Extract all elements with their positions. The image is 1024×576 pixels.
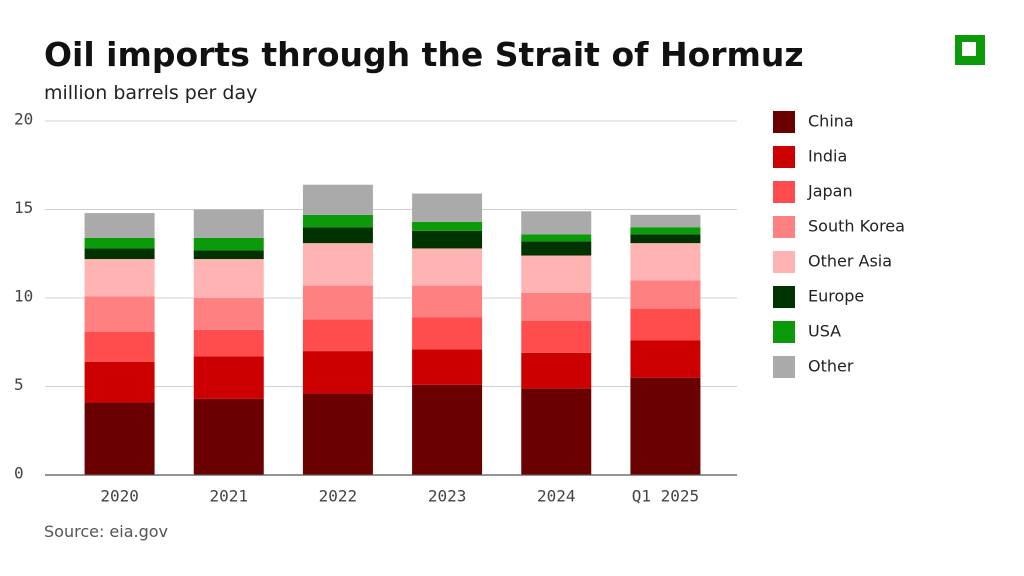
chart-title: Oil imports through the Strait of Hormuz (44, 35, 804, 74)
x-tick-label: 2024 (537, 487, 576, 506)
bar-segment (84, 213, 155, 238)
bar-segment (193, 237, 264, 251)
bar-segment (630, 280, 701, 309)
y-tick-label: 10 (14, 287, 33, 306)
bar-segment (630, 214, 701, 228)
x-tick-label: 2021 (209, 487, 248, 506)
bar-segment (84, 361, 155, 403)
bar-segment (630, 227, 701, 235)
bar-segment (193, 329, 264, 357)
bar-segment (193, 250, 264, 260)
legend-label: USA (808, 322, 841, 341)
chart-subtitle: million barrels per day (44, 82, 257, 104)
bar-segment (521, 321, 592, 353)
bar-segment (630, 243, 701, 281)
bar-segment (521, 241, 592, 256)
bar-segment (412, 248, 483, 286)
legend-label: Other Asia (808, 252, 892, 271)
bar-segment (193, 298, 264, 330)
bar-segment (84, 296, 155, 332)
bar-segment (412, 285, 483, 318)
bar-segment (84, 259, 155, 297)
bar-segment (412, 384, 483, 475)
legend-swatch (773, 321, 795, 343)
bar-segment (302, 285, 373, 320)
logo-inner (962, 42, 976, 56)
bar-segment (521, 388, 592, 475)
bar-segment (302, 243, 373, 286)
legend-swatch (773, 286, 795, 308)
x-tick-label: 2022 (319, 487, 358, 506)
bar-segment (302, 184, 373, 215)
bar-segment (193, 356, 264, 399)
bar-segment (412, 221, 483, 231)
bar-segment (630, 234, 701, 244)
bar-segment (84, 402, 155, 475)
bar-segment (412, 349, 483, 385)
bar-segment (521, 255, 592, 293)
bar-segment (302, 227, 373, 244)
bar-segment (630, 308, 701, 341)
bar-segment (412, 317, 483, 350)
bar-segment (84, 331, 155, 362)
bar-segment (521, 292, 592, 322)
bar-segment (630, 377, 701, 475)
legend-swatch (773, 146, 795, 168)
legend-label: South Korea (808, 217, 905, 236)
bar-segment (521, 234, 592, 242)
source: Source: eia.gov (44, 522, 168, 541)
bar-segment (302, 214, 373, 228)
legend-swatch (773, 216, 795, 238)
x-tick-label: Q1 2025 (632, 487, 699, 506)
logo (955, 35, 985, 65)
bar-segment (302, 351, 373, 394)
legend-swatch (773, 181, 795, 203)
y-tick-label: 20 (14, 110, 33, 129)
legend-label: India (808, 147, 847, 166)
bar-segment (302, 393, 373, 475)
legend-swatch (773, 356, 795, 378)
bar-segment (193, 209, 264, 238)
bar-segment (521, 352, 592, 389)
legend-label: Other (808, 357, 854, 376)
y-tick-label: 15 (14, 198, 33, 217)
legend-label: Europe (808, 287, 864, 306)
y-tick-label: 0 (14, 464, 24, 483)
bar-segment (412, 230, 483, 249)
bar-segment (521, 211, 592, 235)
legend-label: China (808, 112, 854, 131)
bar-segment (412, 193, 483, 222)
bar-segment (193, 259, 264, 298)
bar-segment (193, 398, 264, 475)
bar-segment (84, 237, 155, 249)
legend-swatch (773, 111, 795, 133)
bar-segment (302, 319, 373, 352)
bar-segment (630, 340, 701, 378)
legend-label: Japan (807, 182, 853, 201)
y-tick-label: 5 (14, 375, 24, 394)
x-tick-label: 2023 (428, 487, 467, 506)
bar-segment (84, 248, 155, 260)
x-tick-label: 2020 (100, 487, 139, 506)
legend-swatch (773, 251, 795, 273)
